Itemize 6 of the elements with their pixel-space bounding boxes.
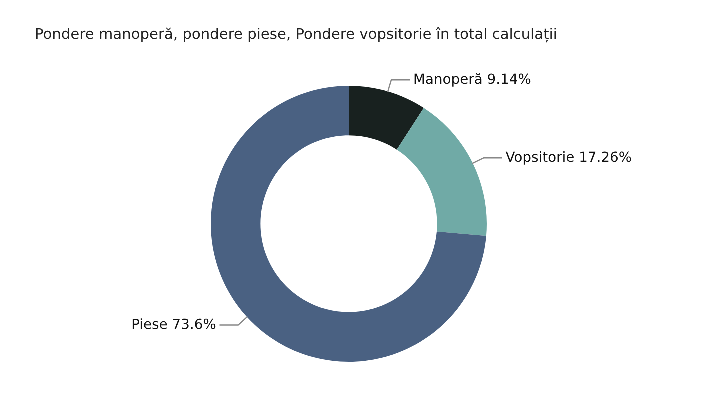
- chart-title: Pondere manoperă, pondere piese, Pondere vopsitorie în total calculații: [36, 27, 556, 43]
- slice-label: Manoperă 9.14%: [414, 73, 531, 87]
- slice-label: Vopsitorie 17.26%: [506, 151, 632, 165]
- donut-slice: [396, 108, 487, 236]
- slice-label: Piese 73.6%: [132, 318, 216, 330]
- donut-slice: [349, 86, 424, 150]
